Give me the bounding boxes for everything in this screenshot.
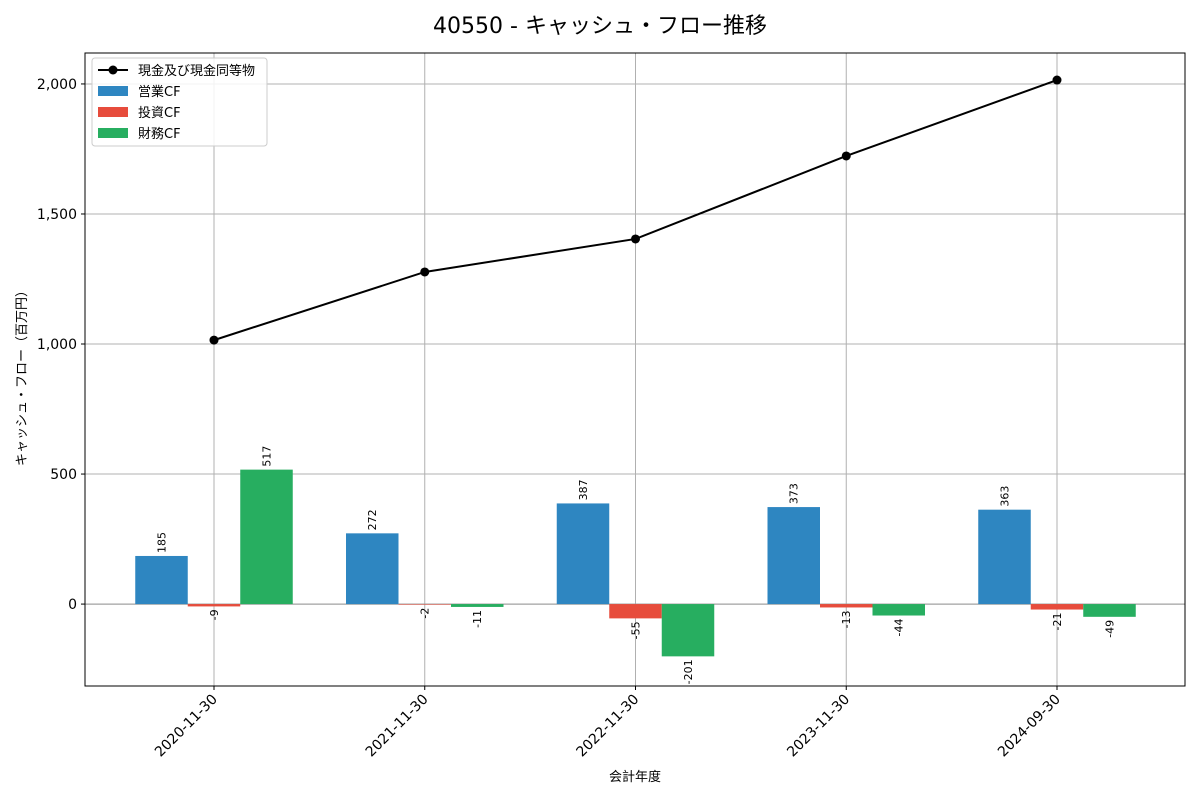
cash-point [841, 151, 851, 161]
legend-swatch [98, 86, 128, 96]
bar-財務CF [872, 604, 925, 616]
legend-label: 投資CF [138, 105, 181, 121]
legend-label: 現金及び現金同等物 [138, 63, 255, 79]
legend-swatch [98, 107, 128, 117]
bar-value-label: -11 [471, 610, 484, 628]
x-tick-label: 2023-11-30 [784, 692, 853, 761]
y-tick-label: 1,500 [37, 207, 77, 223]
bar-財務CF [240, 469, 293, 605]
legend-marker [108, 65, 118, 75]
bar-営業CF [767, 507, 820, 605]
bar-value-label: -201 [682, 659, 695, 684]
bar-投資CF [820, 604, 873, 608]
cash-point [1052, 75, 1062, 85]
bar-value-label: -44 [893, 619, 906, 637]
legend-label: 営業CF [138, 84, 181, 100]
chart-title: 40550 - キャッシュ・フロー推移 [433, 14, 767, 39]
bar-value-label: -21 [1051, 613, 1064, 631]
y-tick-label: 2,000 [37, 77, 77, 93]
bar-投資CF [609, 604, 662, 619]
bar-財務CF [451, 604, 504, 607]
cash-point [209, 335, 219, 345]
legend-label: 財務CF [138, 127, 181, 142]
y-tick-label: 500 [50, 467, 77, 483]
bar-投資CF [187, 604, 241, 607]
bar-営業CF [346, 533, 399, 605]
bar-value-label: -13 [840, 610, 853, 628]
bar-value-label: 272 [366, 509, 379, 530]
legend-box [91, 57, 268, 147]
bar-value-label: 363 [999, 486, 1012, 507]
y-tick-label: 0 [68, 597, 77, 613]
x-tick-label: 2021-11-30 [363, 692, 432, 761]
bar-value-label: -9 [208, 609, 221, 620]
x-tick-label: 2020-11-30 [152, 692, 221, 761]
bar-財務CF [661, 604, 715, 657]
cash-point [631, 234, 640, 244]
bar-value-label: 373 [788, 483, 801, 504]
bar-投資CF [398, 604, 451, 605]
bar-value-label: -55 [630, 621, 643, 639]
bar-value-label: 185 [156, 532, 169, 553]
bar-value-label: 387 [577, 479, 590, 500]
bar-value-label: 517 [261, 446, 274, 467]
bar-投資CF [1030, 604, 1084, 610]
bar-営業CF [556, 503, 610, 605]
bar-財務CF [1083, 604, 1136, 617]
x-axis-label: 会計年度 [609, 769, 661, 785]
y-tick-label: 1,000 [37, 337, 77, 353]
bar-value-label: -49 [1104, 620, 1117, 638]
legend-swatch [98, 128, 128, 138]
bar-value-label: -2 [419, 608, 432, 619]
bar-営業CF [135, 555, 188, 605]
x-tick-label: 2024-09-30 [995, 692, 1064, 761]
y-axis-label: キャッシュ・フロー（百万円） [15, 284, 30, 466]
x-tick-label: 2022-11-30 [573, 692, 642, 761]
bar-営業CF [978, 509, 1031, 605]
cash-point [420, 267, 430, 277]
